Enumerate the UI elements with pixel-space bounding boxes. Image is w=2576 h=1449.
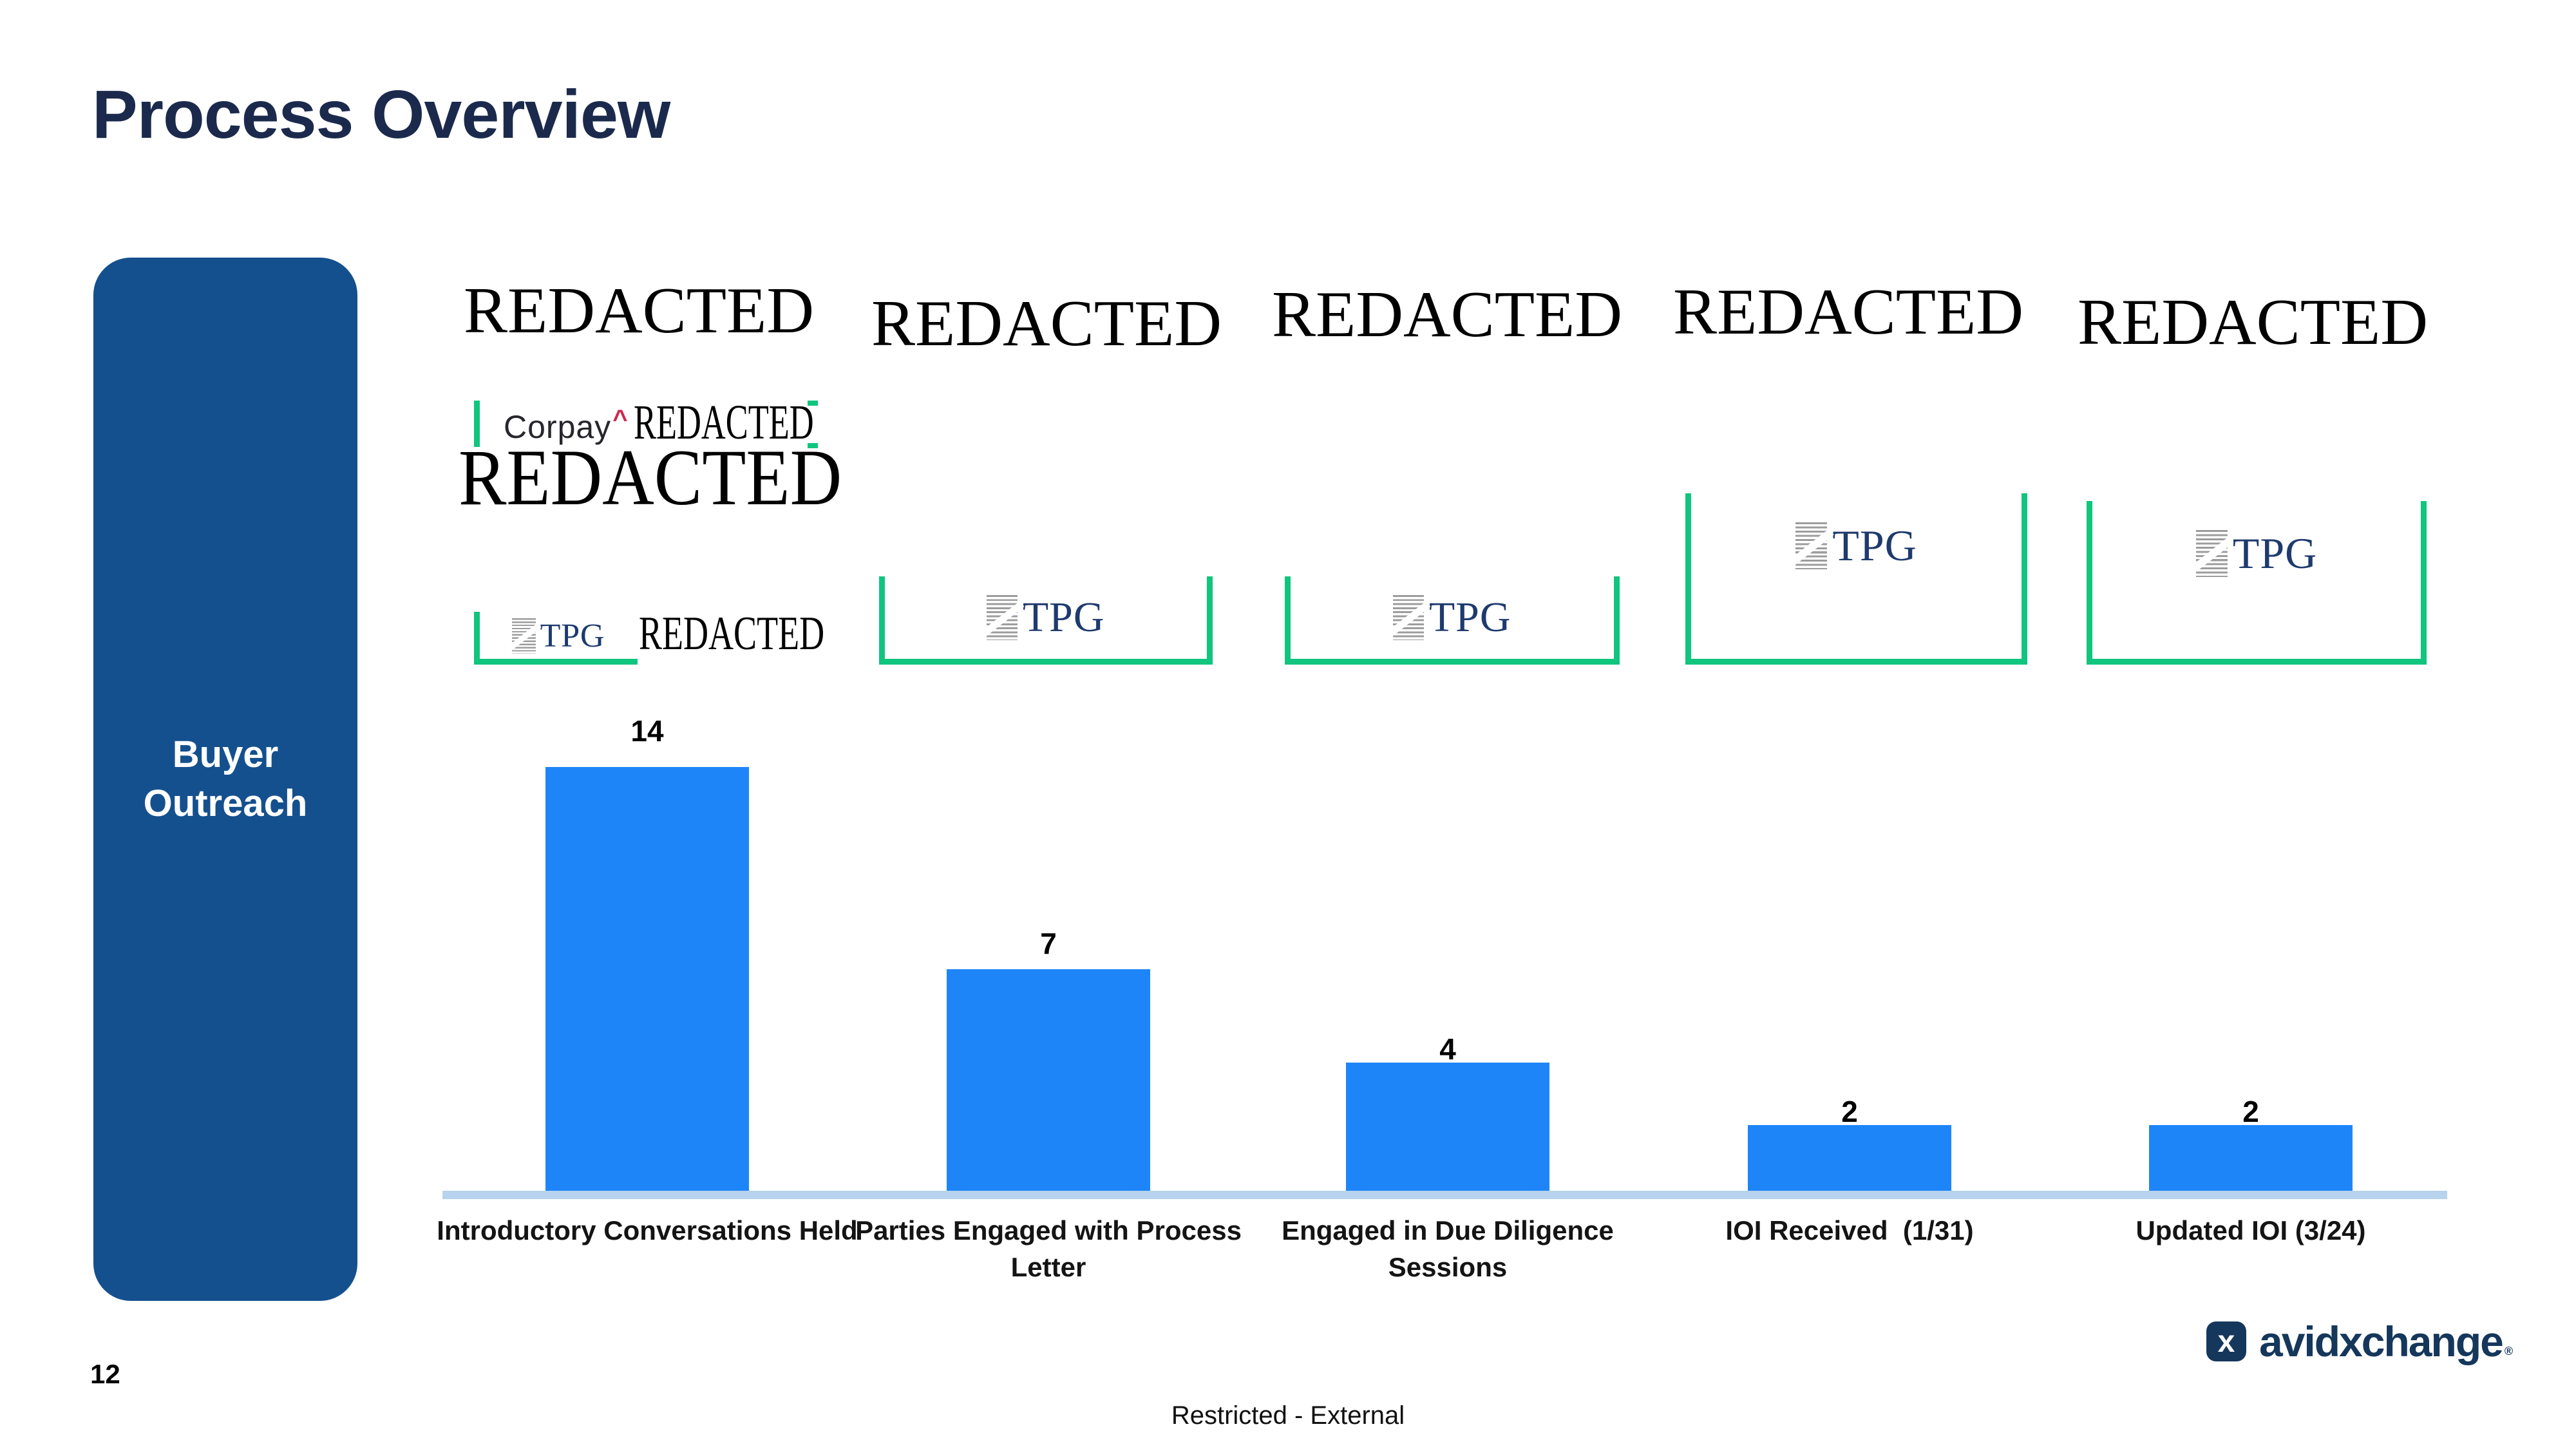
corpay-logo: Corpay^ <box>504 405 629 446</box>
column-header-redacted-3: REDACTED <box>1272 278 1622 351</box>
tpg-flag-icon <box>987 595 1018 640</box>
tpg-wordmark: TPG <box>1428 594 1511 641</box>
tpg-row-redacted: REDACTED <box>639 607 825 660</box>
tpg-flag-icon <box>512 618 536 654</box>
category-label-5: Updated IOI (3/24) <box>2136 1215 2366 1245</box>
bar-process-letter <box>947 969 1150 1191</box>
tpg-logo-1: TPG <box>512 617 605 655</box>
bar-ioi-received <box>1748 1125 1951 1191</box>
green-bracket-5: TPG <box>2087 501 2427 665</box>
green-bracket-4: TPG <box>1685 493 2027 665</box>
big-redacted: REDACTED <box>459 433 842 522</box>
corpay-row-redacted: REDACTED <box>634 395 814 450</box>
tpg-flag-icon <box>1393 595 1424 640</box>
tpg-logo-2: TPG <box>987 593 1104 642</box>
registered-mark: ® <box>2504 1345 2513 1358</box>
column-header-redacted-4: REDACTED <box>1673 276 2023 348</box>
corpay-accent-bar <box>474 401 480 447</box>
column-header-redacted-5: REDACTED <box>2078 286 2428 359</box>
bracket-fragment-bottom <box>808 443 818 448</box>
stage-card-buyer-outreach: Buyer Outreach <box>93 258 357 1301</box>
tpg-flag-icon <box>2195 530 2228 577</box>
category-label-1: Introductory Conversations Held <box>437 1215 858 1245</box>
x-axis-line <box>442 1191 2447 1199</box>
tpg-wordmark: TPG <box>1022 594 1105 641</box>
tpg-logo-4: TPG <box>1795 520 1917 571</box>
bar-value-2: 7 <box>1040 927 1057 960</box>
tpg-wordmark: TPG <box>540 618 605 654</box>
tpg-flag-icon <box>1795 522 1828 569</box>
page-number: 12 <box>90 1359 120 1389</box>
category-label-2: Parties Engaged with Process Letter <box>855 1215 1242 1282</box>
bracket-fragment-top <box>808 401 818 406</box>
category-label-4: IOI Received (1/31) <box>1725 1215 1974 1245</box>
column-header-redacted-2: REDACTED <box>871 287 1222 360</box>
bar-value-3: 4 <box>1439 1032 1456 1066</box>
stage-label-line2: Outreach <box>143 782 308 824</box>
page-title: Process Overview <box>92 77 670 153</box>
corpay-wordmark: Corpay <box>504 409 612 445</box>
category-label-3: Engaged in Due Diligence Sessions <box>1282 1215 1614 1282</box>
bar-updated-ioi <box>2149 1125 2353 1191</box>
avidxchange-wordmark: avidxchange ® <box>2259 1318 2513 1365</box>
green-bracket-3: TPG <box>1285 576 1620 665</box>
column-header-redacted-1: REDACTED <box>464 274 814 347</box>
bar-value-4: 2 <box>1841 1095 1858 1128</box>
avidxchange-logo: x avidxchange ® <box>2206 1318 2513 1374</box>
green-bracket-2: TPG <box>879 576 1213 665</box>
corpay-caret-icon: ^ <box>612 405 629 433</box>
green-bracket-1 <box>474 612 638 665</box>
bar-due-diligence <box>1346 1063 1549 1191</box>
footer-classification: Restricted - External <box>1171 1401 1405 1430</box>
tpg-wordmark: TPG <box>2232 529 2318 578</box>
bar-value-5: 2 <box>2242 1095 2259 1128</box>
bar-value-1: 14 <box>630 714 664 748</box>
stage-label-line1: Buyer <box>172 734 279 775</box>
tpg-wordmark: TPG <box>1832 521 1917 570</box>
avidxchange-x-icon: x <box>2206 1321 2246 1361</box>
bar-introductory-conversations <box>545 767 749 1191</box>
tpg-logo-5: TPG <box>2195 528 2318 579</box>
tpg-logo-3: TPG <box>1393 593 1511 642</box>
